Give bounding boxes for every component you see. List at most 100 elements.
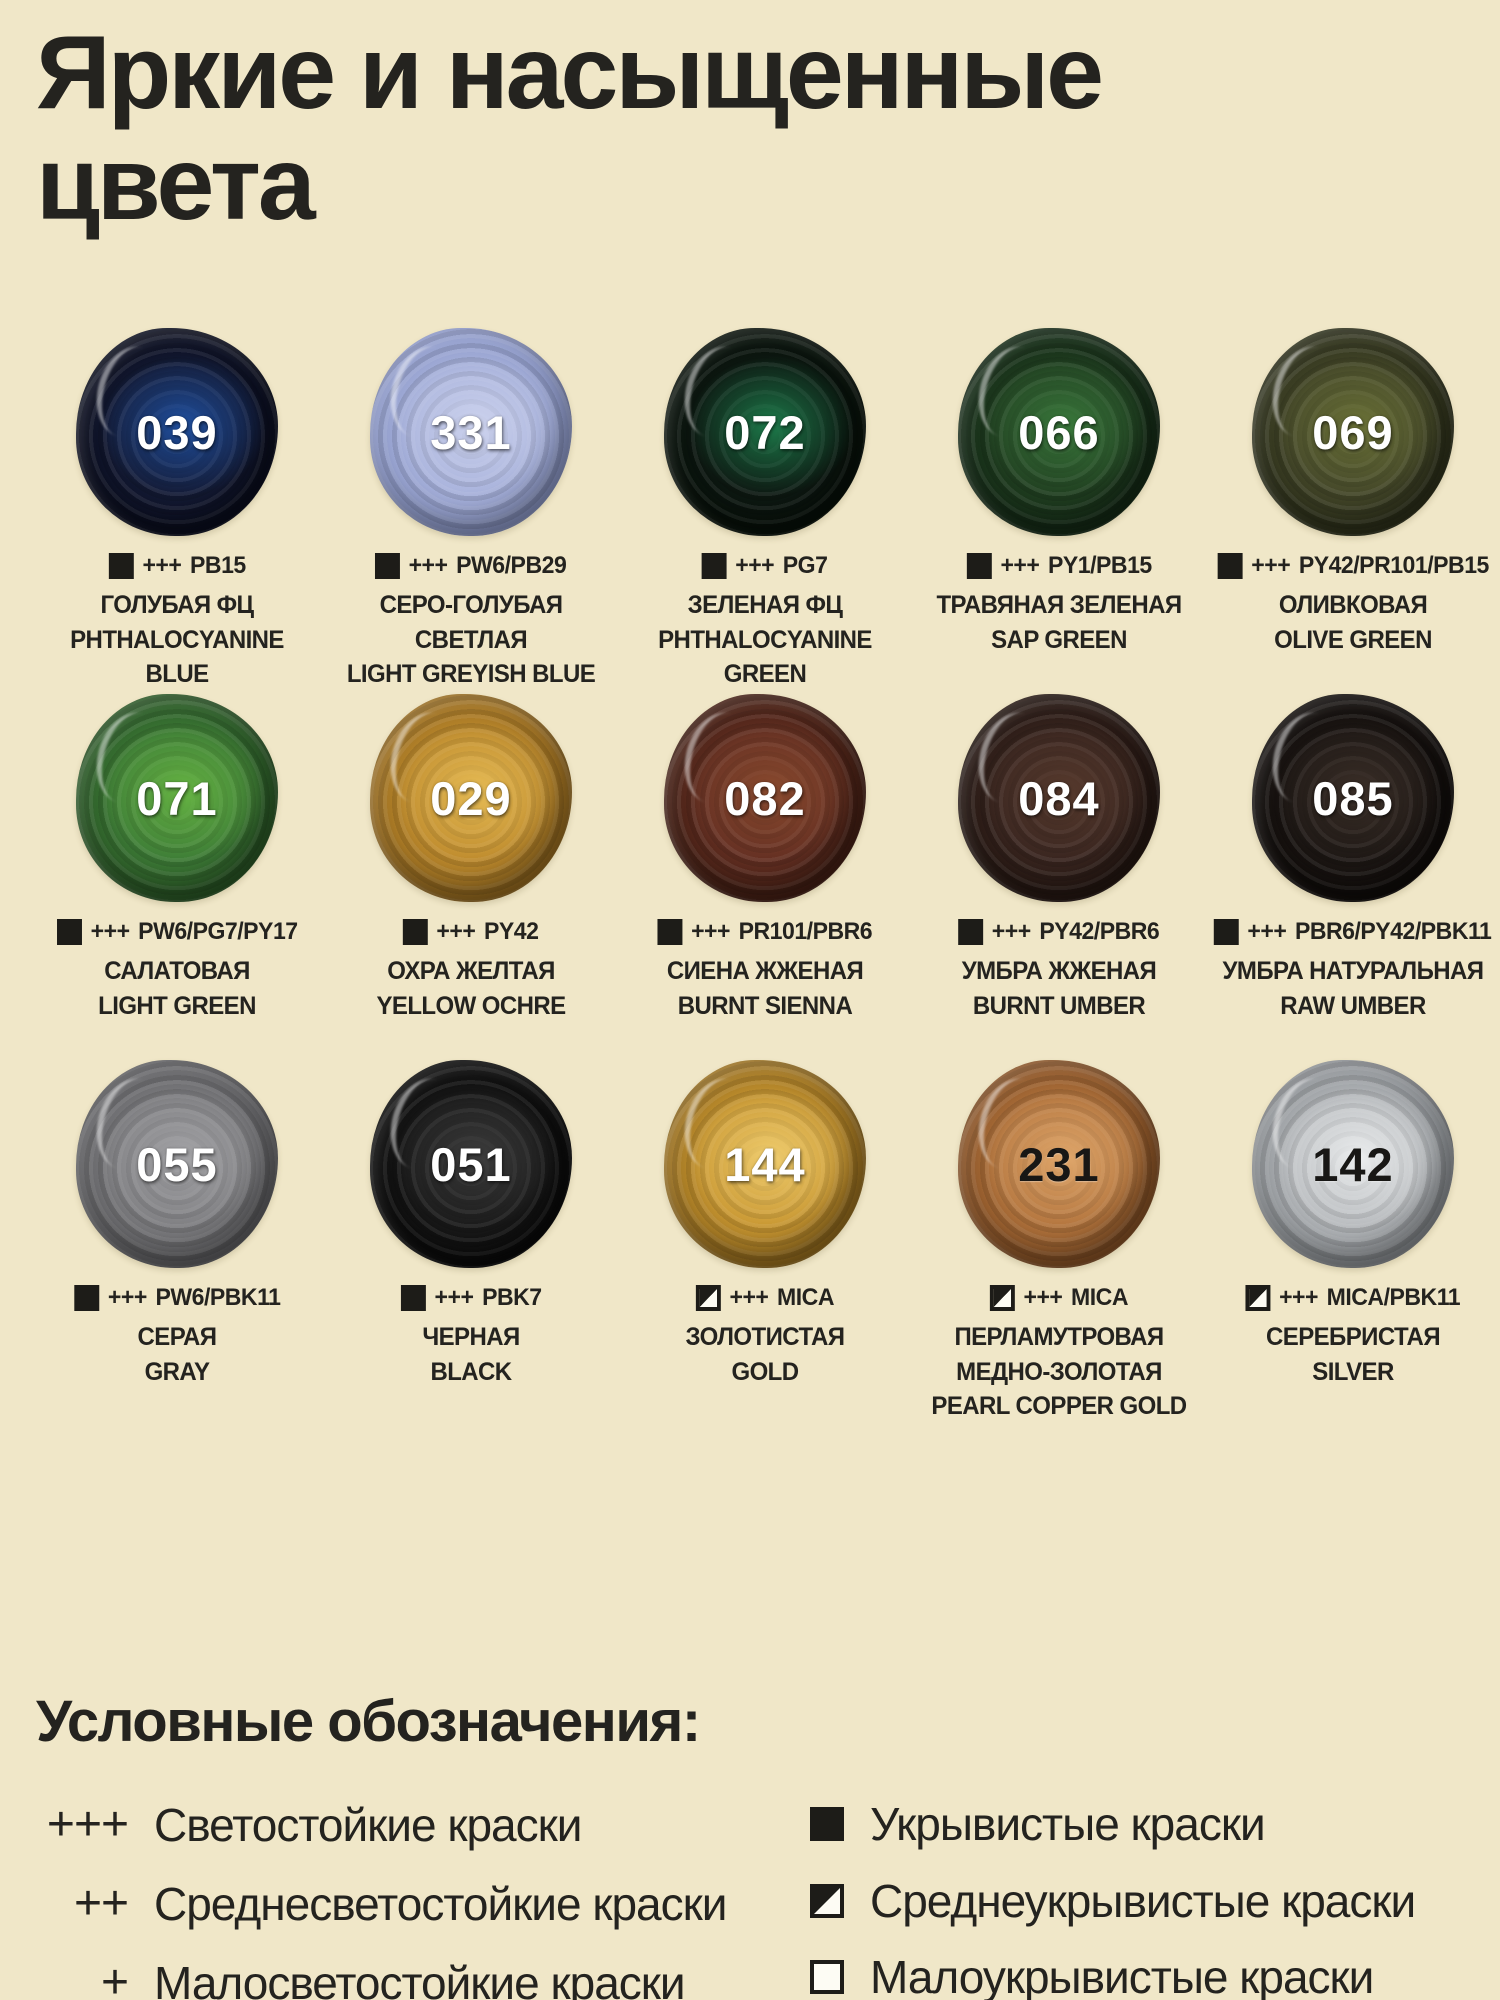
paint-swatch: 066: [958, 328, 1160, 536]
paint-name-en: GOLD: [731, 1357, 799, 1386]
paint-meta: +++ PW6/PB29: [375, 552, 568, 580]
lightfastness-symbol: +++: [735, 552, 775, 579]
pigment-code: PW6/PG7/PY17: [137, 918, 298, 945]
pigment-code: PW6/PB29: [456, 552, 568, 579]
paint-code: 029: [430, 771, 512, 825]
paint-name-ru: ЗОЛОТИСТАЯ: [685, 1323, 846, 1351]
pigment-code: PW6/PBK11: [155, 1284, 281, 1311]
legend: Условные обозначения: +++ Светостойкие к…: [36, 1688, 1466, 2000]
paint-name-en: OLIVE GREEN: [1274, 625, 1432, 654]
semi-opaque-square-icon: [810, 1883, 844, 1918]
paint-name-en: BURNT UMBER: [972, 991, 1146, 1020]
lightfastness-symbol: +++: [107, 1284, 147, 1311]
transparent-square-icon: [810, 1960, 844, 1995]
paint-name-ru: ПЕРЛАМУТРОВАЯ МЕДНО-ЗОЛОТАЯ: [954, 1323, 1164, 1386]
paint-card: 051 +++ PBK7 ЧЕРНАЯ BLACK: [324, 1060, 618, 1426]
paint-name-ru: УМБРА ЖЖЕНАЯ: [961, 957, 1157, 985]
legend-opacity-column: Укрывистые краски Среднеукрывистые краск…: [808, 1799, 1466, 2000]
paint-name-en: GRAY: [144, 1357, 210, 1386]
legend-item-lightfast-low: + Малосветостойкие краски: [36, 1955, 808, 2000]
legend-label: Среднесветостойкие краски: [154, 1877, 727, 1930]
paint-code: 231: [1018, 1137, 1100, 1191]
pigment-code: MICA/PBK11: [1326, 1284, 1461, 1311]
pigment-code: PR101/PBR6: [738, 918, 873, 945]
paint-code: 069: [1312, 405, 1394, 459]
lightfastness-symbol: +: [100, 1955, 129, 2000]
pigment-code: PY42: [484, 918, 539, 945]
opaque-square-icon: [810, 1807, 844, 1842]
paint-swatch: 069: [1252, 328, 1454, 536]
paint-code: 082: [724, 771, 806, 825]
opacity-icon: [657, 919, 683, 945]
paint-code: 039: [136, 405, 218, 459]
pigment-code: PBR6/PY42/PBK11: [1295, 918, 1492, 945]
paint-name-ru: СИЕНА ЖЖЕНАЯ: [666, 957, 864, 985]
lightfastness-symbol: +++: [436, 918, 476, 945]
paint-meta: +++ PB15: [108, 552, 246, 580]
paint-card: 144 +++ MICA ЗОЛОТИСТАЯ GOLD: [618, 1060, 912, 1426]
opacity-icon: [1214, 919, 1240, 945]
paint-swatch: 039: [76, 328, 278, 536]
paint-card: 082 +++ PR101/PBR6 СИЕНА ЖЖЕНАЯ BURNT SI…: [618, 694, 912, 1060]
page-title: Яркие и насыщенные цвета: [36, 15, 1104, 243]
lightfastness-symbol: +++: [1279, 1284, 1319, 1311]
pigment-code: PB15: [189, 552, 246, 579]
lightfastness-symbol: +++: [1023, 1284, 1063, 1311]
paint-name-en: BLACK: [430, 1357, 512, 1386]
paint-swatch: 084: [958, 694, 1160, 902]
legend-label: Малоукрывистые краски: [870, 1951, 1374, 2000]
pigment-code: MICA: [1071, 1284, 1129, 1311]
paint-card: 066 +++ PY1/PB15 ТРАВЯНАЯ ЗЕЛЕНАЯ SAP GR…: [912, 328, 1206, 694]
paint-swatch: 055: [76, 1060, 278, 1268]
paint-name-ru: СЕРО-ГОЛУБАЯ СВЕТЛАЯ: [379, 591, 563, 654]
paint-code: 071: [136, 771, 218, 825]
paint-card: 085 +++ PBR6/PY42/PBK11 УМБРА НАТУРАЛЬНА…: [1206, 694, 1500, 1060]
paint-swatch: 072: [664, 328, 866, 536]
opacity-icon: [989, 1285, 1015, 1311]
opacity-icon: [375, 553, 401, 579]
paint-meta: +++ PR101/PBR6: [657, 918, 873, 946]
opacity-icon: [403, 919, 429, 945]
paint-card: 084 +++ PY42/PBR6 УМБРА ЖЖЕНАЯ BURNT UMB…: [912, 694, 1206, 1060]
paint-meta: +++ PG7: [702, 552, 828, 580]
opacity-icon: [966, 553, 992, 579]
lightfastness-symbol: +++: [691, 918, 731, 945]
paint-swatch: 331: [370, 328, 572, 536]
paint-name-en: PHTHALOCYANINE BLUE: [70, 625, 284, 689]
opacity-icon: [73, 1285, 99, 1311]
paint-meta: +++ PY42/PR101/PB15: [1217, 552, 1490, 580]
pigment-code: PY42/PR101/PB15: [1298, 552, 1490, 579]
paint-name-en: SILVER: [1312, 1357, 1394, 1386]
paint-code: 331: [430, 405, 512, 459]
paint-name-en: BURNT SIENNA: [677, 991, 853, 1020]
paint-card: 029 +++ PY42 ОХРА ЖЕЛТАЯ YELLOW OCHRE: [324, 694, 618, 1060]
paint-name-ru: СЕРАЯ: [137, 1323, 218, 1351]
pigment-code: PBK7: [481, 1284, 542, 1311]
paint-swatch: 085: [1252, 694, 1454, 902]
lightfastness-symbol: +++: [729, 1284, 769, 1311]
paint-name-en: PEARL COPPER GOLD: [931, 1392, 1187, 1420]
lightfastness-symbol: +++: [434, 1284, 474, 1311]
pigment-code: PY42/PBR6: [1039, 918, 1160, 945]
opacity-icon: [958, 919, 984, 945]
paint-code: 055: [136, 1137, 218, 1191]
paint-code: 085: [1312, 771, 1394, 825]
paint-card: 331 +++ PW6/PB29 СЕРО-ГОЛУБАЯ СВЕТЛАЯ LI…: [324, 328, 618, 694]
paint-code: 144: [724, 1137, 806, 1191]
paint-name-ru: ЗЕЛЕНАЯ ФЦ: [687, 591, 843, 619]
pigment-code: MICA: [777, 1284, 835, 1311]
legend-label: Укрывистые краски: [870, 1798, 1266, 1850]
paint-name-ru: ОЛИВКОВАЯ: [1278, 591, 1428, 619]
legend-item-low-opacity: Малоукрывистые краски: [808, 1952, 1466, 2000]
paint-card: 231 +++ MICA ПЕРЛАМУТРОВАЯ МЕДНО-ЗОЛОТАЯ…: [912, 1060, 1206, 1426]
paint-swatch: 142: [1252, 1060, 1454, 1268]
paint-code: 142: [1312, 1137, 1394, 1191]
paint-code: 066: [1018, 405, 1100, 459]
lightfastness-symbol: +++: [1247, 918, 1287, 945]
pigment-code: PG7: [783, 552, 828, 579]
paint-code: 072: [724, 405, 806, 459]
paint-name-en: LIGHT GREYISH BLUE: [346, 660, 596, 688]
lightfastness-symbol: +++: [408, 552, 448, 579]
paint-swatch: 071: [76, 694, 278, 902]
